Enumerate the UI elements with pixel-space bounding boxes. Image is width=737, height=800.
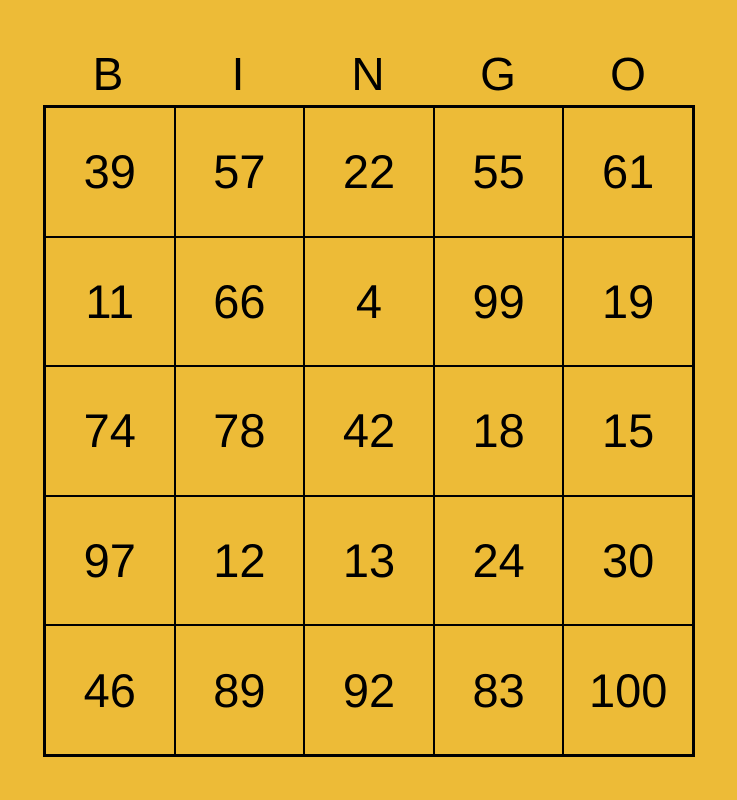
bingo-cell[interactable]: 89 xyxy=(174,625,305,755)
bingo-cell[interactable]: 61 xyxy=(563,107,693,237)
bingo-cell[interactable]: 78 xyxy=(174,366,305,496)
bingo-cell[interactable]: 74 xyxy=(45,366,175,496)
bingo-cell[interactable]: 24 xyxy=(433,495,564,626)
bingo-cell[interactable]: 99 xyxy=(433,236,564,367)
bingo-cell[interactable]: 11 xyxy=(45,236,175,367)
header-letter-g: G xyxy=(480,48,516,100)
bingo-cell[interactable]: 92 xyxy=(304,625,434,755)
bingo-grid: 39 57 22 55 61 11 66 4 99 19 74 78 42 18 15 97 12 13 24 30 4… xyxy=(43,105,695,757)
bingo-cell[interactable]: 66 xyxy=(174,236,305,367)
bingo-cell[interactable]: 18 xyxy=(433,366,564,496)
bingo-cell[interactable]: 57 xyxy=(174,107,305,237)
header-letter-b: B xyxy=(92,48,124,100)
bingo-cell[interactable]: 100 xyxy=(563,625,693,755)
header-letter-o: O xyxy=(610,48,646,100)
bingo-cell[interactable]: 15 xyxy=(563,366,693,496)
bingo-cell[interactable]: 13 xyxy=(304,495,434,626)
bingo-cell[interactable]: 55 xyxy=(433,107,564,237)
bingo-cell[interactable]: 42 xyxy=(304,366,434,496)
bingo-cell[interactable]: 97 xyxy=(45,495,175,626)
header-letter-i: I xyxy=(231,48,245,100)
bingo-cell[interactable]: 39 xyxy=(45,107,175,237)
bingo-cell[interactable]: 19 xyxy=(563,236,693,367)
bingo-cell[interactable]: 22 xyxy=(304,107,434,237)
bingo-cell[interactable]: 83 xyxy=(433,625,564,755)
bingo-cell[interactable]: 4 xyxy=(304,236,434,367)
bingo-cell[interactable]: 12 xyxy=(174,495,305,626)
bingo-cell[interactable]: 30 xyxy=(563,495,693,626)
bingo-cell[interactable]: 46 xyxy=(45,625,175,755)
header-letter-n: N xyxy=(351,48,385,100)
